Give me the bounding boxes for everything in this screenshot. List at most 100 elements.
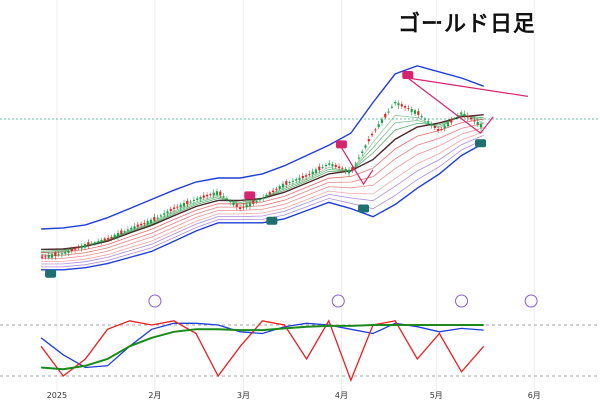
candle-body xyxy=(374,129,377,131)
candle-body xyxy=(334,164,337,168)
candle-body xyxy=(311,171,314,175)
candle-body xyxy=(341,168,344,170)
candle-body xyxy=(413,110,417,114)
candle-body xyxy=(427,121,430,123)
candle-body xyxy=(186,200,189,205)
candle-body xyxy=(153,217,156,221)
signal-markers xyxy=(45,70,487,278)
x-tick-label: 4月 xyxy=(335,391,348,400)
candle-body xyxy=(377,124,380,128)
chart-title: ゴールド日足 xyxy=(397,12,536,37)
candle-body xyxy=(390,106,393,108)
candle-body xyxy=(110,236,113,238)
candle-body xyxy=(473,120,476,122)
oscillator-line xyxy=(41,324,484,371)
candle-body xyxy=(367,139,370,142)
candle-body xyxy=(476,122,479,125)
x-tick-label: 2月 xyxy=(148,391,161,400)
candle-body xyxy=(275,188,278,190)
candle-body xyxy=(232,202,235,205)
candle-body xyxy=(453,118,456,120)
candle-body xyxy=(443,125,446,129)
candle-body xyxy=(209,194,212,196)
candle-body xyxy=(176,206,179,208)
trough-marker xyxy=(266,216,278,225)
candle-body xyxy=(463,113,466,116)
candle-body xyxy=(130,227,133,230)
candle-body xyxy=(370,133,374,136)
candle-body xyxy=(123,231,126,233)
candle-body xyxy=(80,245,83,249)
candle-body xyxy=(423,118,426,120)
peak-marker xyxy=(402,70,414,79)
candle-body xyxy=(384,113,387,118)
candle-body xyxy=(235,204,238,207)
candle-body xyxy=(77,247,80,249)
candle-body xyxy=(87,242,90,246)
x-tick-label: 2025 xyxy=(47,391,67,400)
bollinger-lower-band xyxy=(41,142,485,271)
candle-body xyxy=(420,116,423,118)
moving-average-ribbon xyxy=(41,113,484,268)
candle-body xyxy=(265,194,268,198)
candle-body xyxy=(146,221,149,225)
candle-body xyxy=(179,204,182,208)
zigzag-line xyxy=(407,77,494,134)
candle-body xyxy=(255,201,258,203)
candle-body xyxy=(199,197,202,200)
candle-body xyxy=(308,173,311,175)
oscillator-line xyxy=(40,319,485,383)
candle-body xyxy=(166,211,169,214)
candle-body xyxy=(469,117,473,120)
candle-body xyxy=(93,242,96,244)
candle-body xyxy=(460,112,463,114)
candle-body xyxy=(242,206,245,208)
candle-body xyxy=(331,164,334,167)
candle-body xyxy=(268,192,271,195)
grid-layer xyxy=(0,0,600,392)
candle-body xyxy=(103,238,106,241)
moving-average-line xyxy=(41,114,484,254)
candle-body xyxy=(450,118,453,123)
bolt-icon xyxy=(455,294,469,308)
candle-body xyxy=(225,198,228,200)
candle-body xyxy=(64,252,67,254)
candle-body xyxy=(248,202,252,207)
candle-body xyxy=(139,223,143,226)
candle-body xyxy=(70,248,73,252)
bollinger-upper-band xyxy=(41,65,484,230)
candle-body xyxy=(90,243,93,245)
forward-icon xyxy=(524,294,538,308)
moving-average-line xyxy=(41,122,484,256)
oscillator-panel xyxy=(40,319,485,383)
candle-body xyxy=(440,128,443,130)
trough-marker xyxy=(358,204,370,213)
candle-body xyxy=(149,219,153,224)
candle-body xyxy=(301,175,304,179)
candle-body xyxy=(271,190,275,192)
candle-body xyxy=(400,104,403,107)
candle-body xyxy=(295,179,298,181)
candles-layer xyxy=(40,100,483,261)
candle-body xyxy=(73,248,77,250)
candle-body xyxy=(328,163,331,165)
candle-body xyxy=(347,169,351,174)
candle-body xyxy=(436,129,440,131)
candle-body xyxy=(357,157,360,159)
trend-lines xyxy=(340,77,529,186)
candle-body xyxy=(430,123,433,126)
candle-body xyxy=(205,194,209,197)
candle-body xyxy=(258,199,261,201)
moving-average-line xyxy=(41,138,484,268)
candle-body xyxy=(298,177,301,180)
peak-marker xyxy=(335,140,347,149)
candle-body xyxy=(212,192,215,196)
candle-body xyxy=(67,250,70,253)
candle-body xyxy=(337,166,341,169)
candle-body xyxy=(281,183,285,188)
candle-body xyxy=(222,196,225,198)
x-tick-label: 3月 xyxy=(237,391,250,400)
candle-body xyxy=(219,191,222,196)
candle-body xyxy=(126,229,129,231)
